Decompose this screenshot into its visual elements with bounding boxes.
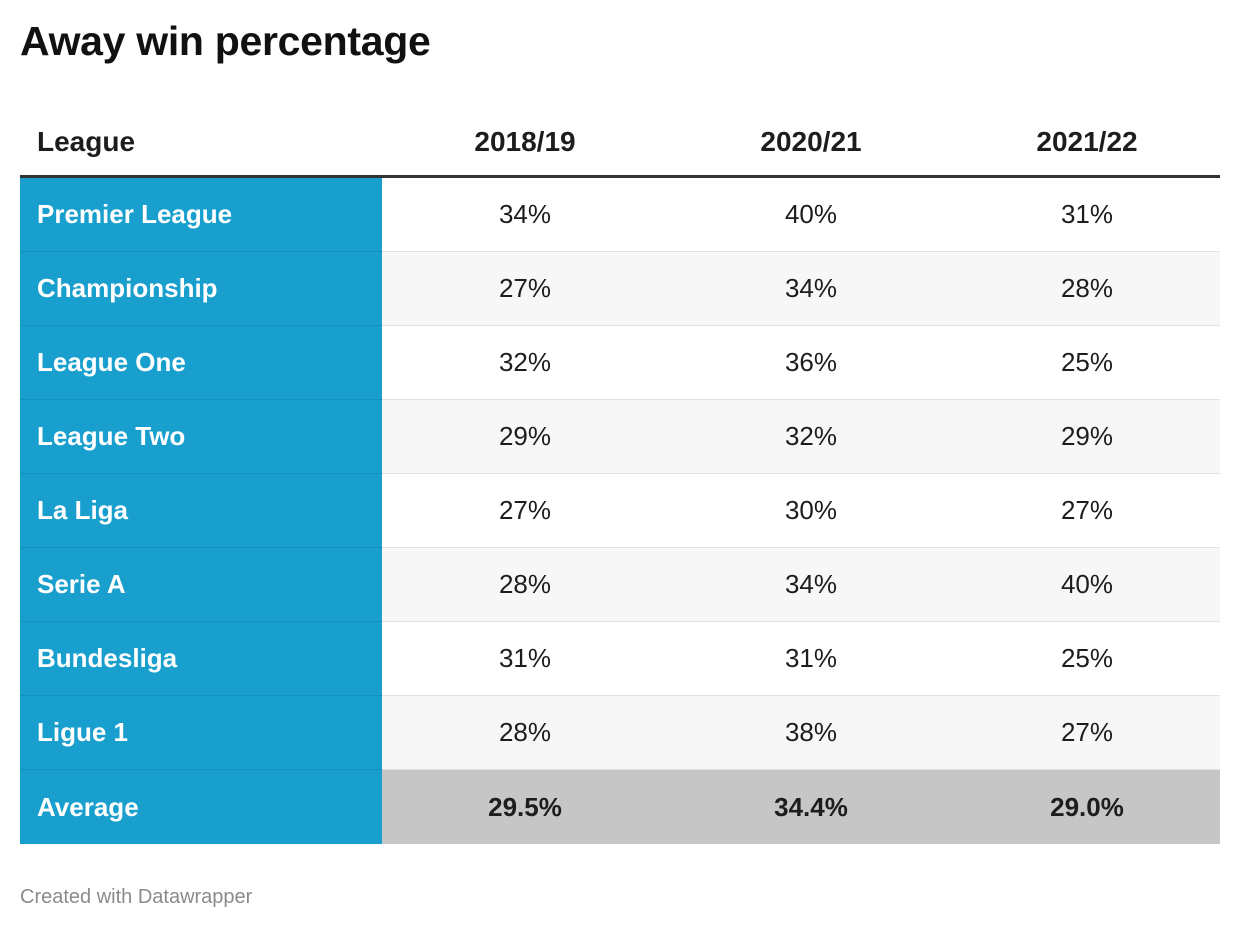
table-cell-value: 27% xyxy=(954,474,1220,548)
table-cell-value: 34.4% xyxy=(668,770,954,844)
table-row: Bundesliga 31% 31% 25% xyxy=(20,622,1220,696)
table-row: Championship 27% 34% 28% xyxy=(20,252,1220,326)
table-cell-league: Serie A xyxy=(20,548,382,622)
table-cell-league: Championship xyxy=(20,252,382,326)
average-row: Average 29.5% 34.4% 29.0% xyxy=(20,770,1220,844)
table-cell-value: 29.0% xyxy=(954,770,1220,844)
table-cell-league: League One xyxy=(20,326,382,400)
table-cell-value: 34% xyxy=(668,548,954,622)
chart-title: Away win percentage xyxy=(20,18,431,64)
footer-credit: Created with Datawrapper xyxy=(20,886,253,908)
table-cell-value: 27% xyxy=(382,252,668,326)
column-header-league[interactable]: League xyxy=(37,125,136,157)
column-header-2020-21[interactable]: 2020/21 xyxy=(760,125,862,157)
table-cell-value: 28% xyxy=(382,548,668,622)
table-cell-value: 32% xyxy=(668,400,954,474)
table-cell-value: 36% xyxy=(668,326,954,400)
table-cell-value: 28% xyxy=(954,252,1220,326)
column-header-2021-22[interactable]: 2021/22 xyxy=(1036,125,1138,157)
average-label: Average xyxy=(20,770,382,844)
table-cell-value: 34% xyxy=(382,178,668,252)
table-cell-value: 38% xyxy=(668,696,954,770)
table-cell-value: 25% xyxy=(954,622,1220,696)
table-cell-value: 32% xyxy=(382,326,668,400)
table-row: La Liga 27% 30% 27% xyxy=(20,474,1220,548)
table-cell-value: 27% xyxy=(382,474,668,548)
table-row: League Two 29% 32% 29% xyxy=(20,400,1220,474)
table-row: Serie A 28% 34% 40% xyxy=(20,548,1220,622)
table-cell-league: League Two xyxy=(20,400,382,474)
table-cell-value: 29.5% xyxy=(382,770,668,844)
table-cell-value: 27% xyxy=(954,696,1220,770)
table-header: League 2018/19 2020/21 2021/22 xyxy=(20,108,1220,178)
data-table: League 2018/19 2020/21 2021/22 Premier L… xyxy=(20,108,1220,844)
table-cell-value: 29% xyxy=(382,400,668,474)
table-cell-league: La Liga xyxy=(20,474,382,548)
table-cell-value: 34% xyxy=(668,252,954,326)
table-cell-league: Bundesliga xyxy=(20,622,382,696)
table-cell-league: Premier League xyxy=(20,178,382,252)
table-cell-value: 30% xyxy=(668,474,954,548)
column-header-2018-19[interactable]: 2018/19 xyxy=(474,125,576,157)
table-row: League One 32% 36% 25% xyxy=(20,326,1220,400)
table-cell-value: 25% xyxy=(954,326,1220,400)
table-cell-value: 28% xyxy=(382,696,668,770)
table-body: Premier League 34% 40% 31% Championship 27% 34… xyxy=(20,178,1220,844)
table-cell-value: 40% xyxy=(668,178,954,252)
table-row: Premier League 34% 40% 31% xyxy=(20,178,1220,252)
table-cell-value: 31% xyxy=(954,178,1220,252)
table-row: Ligue 1 28% 38% 27% xyxy=(20,696,1220,770)
table-cell-value: 29% xyxy=(954,400,1220,474)
table-cell-value: 40% xyxy=(954,548,1220,622)
table-cell-value: 31% xyxy=(382,622,668,696)
table-cell-value: 31% xyxy=(668,622,954,696)
table-cell-league: Ligue 1 xyxy=(20,696,382,770)
